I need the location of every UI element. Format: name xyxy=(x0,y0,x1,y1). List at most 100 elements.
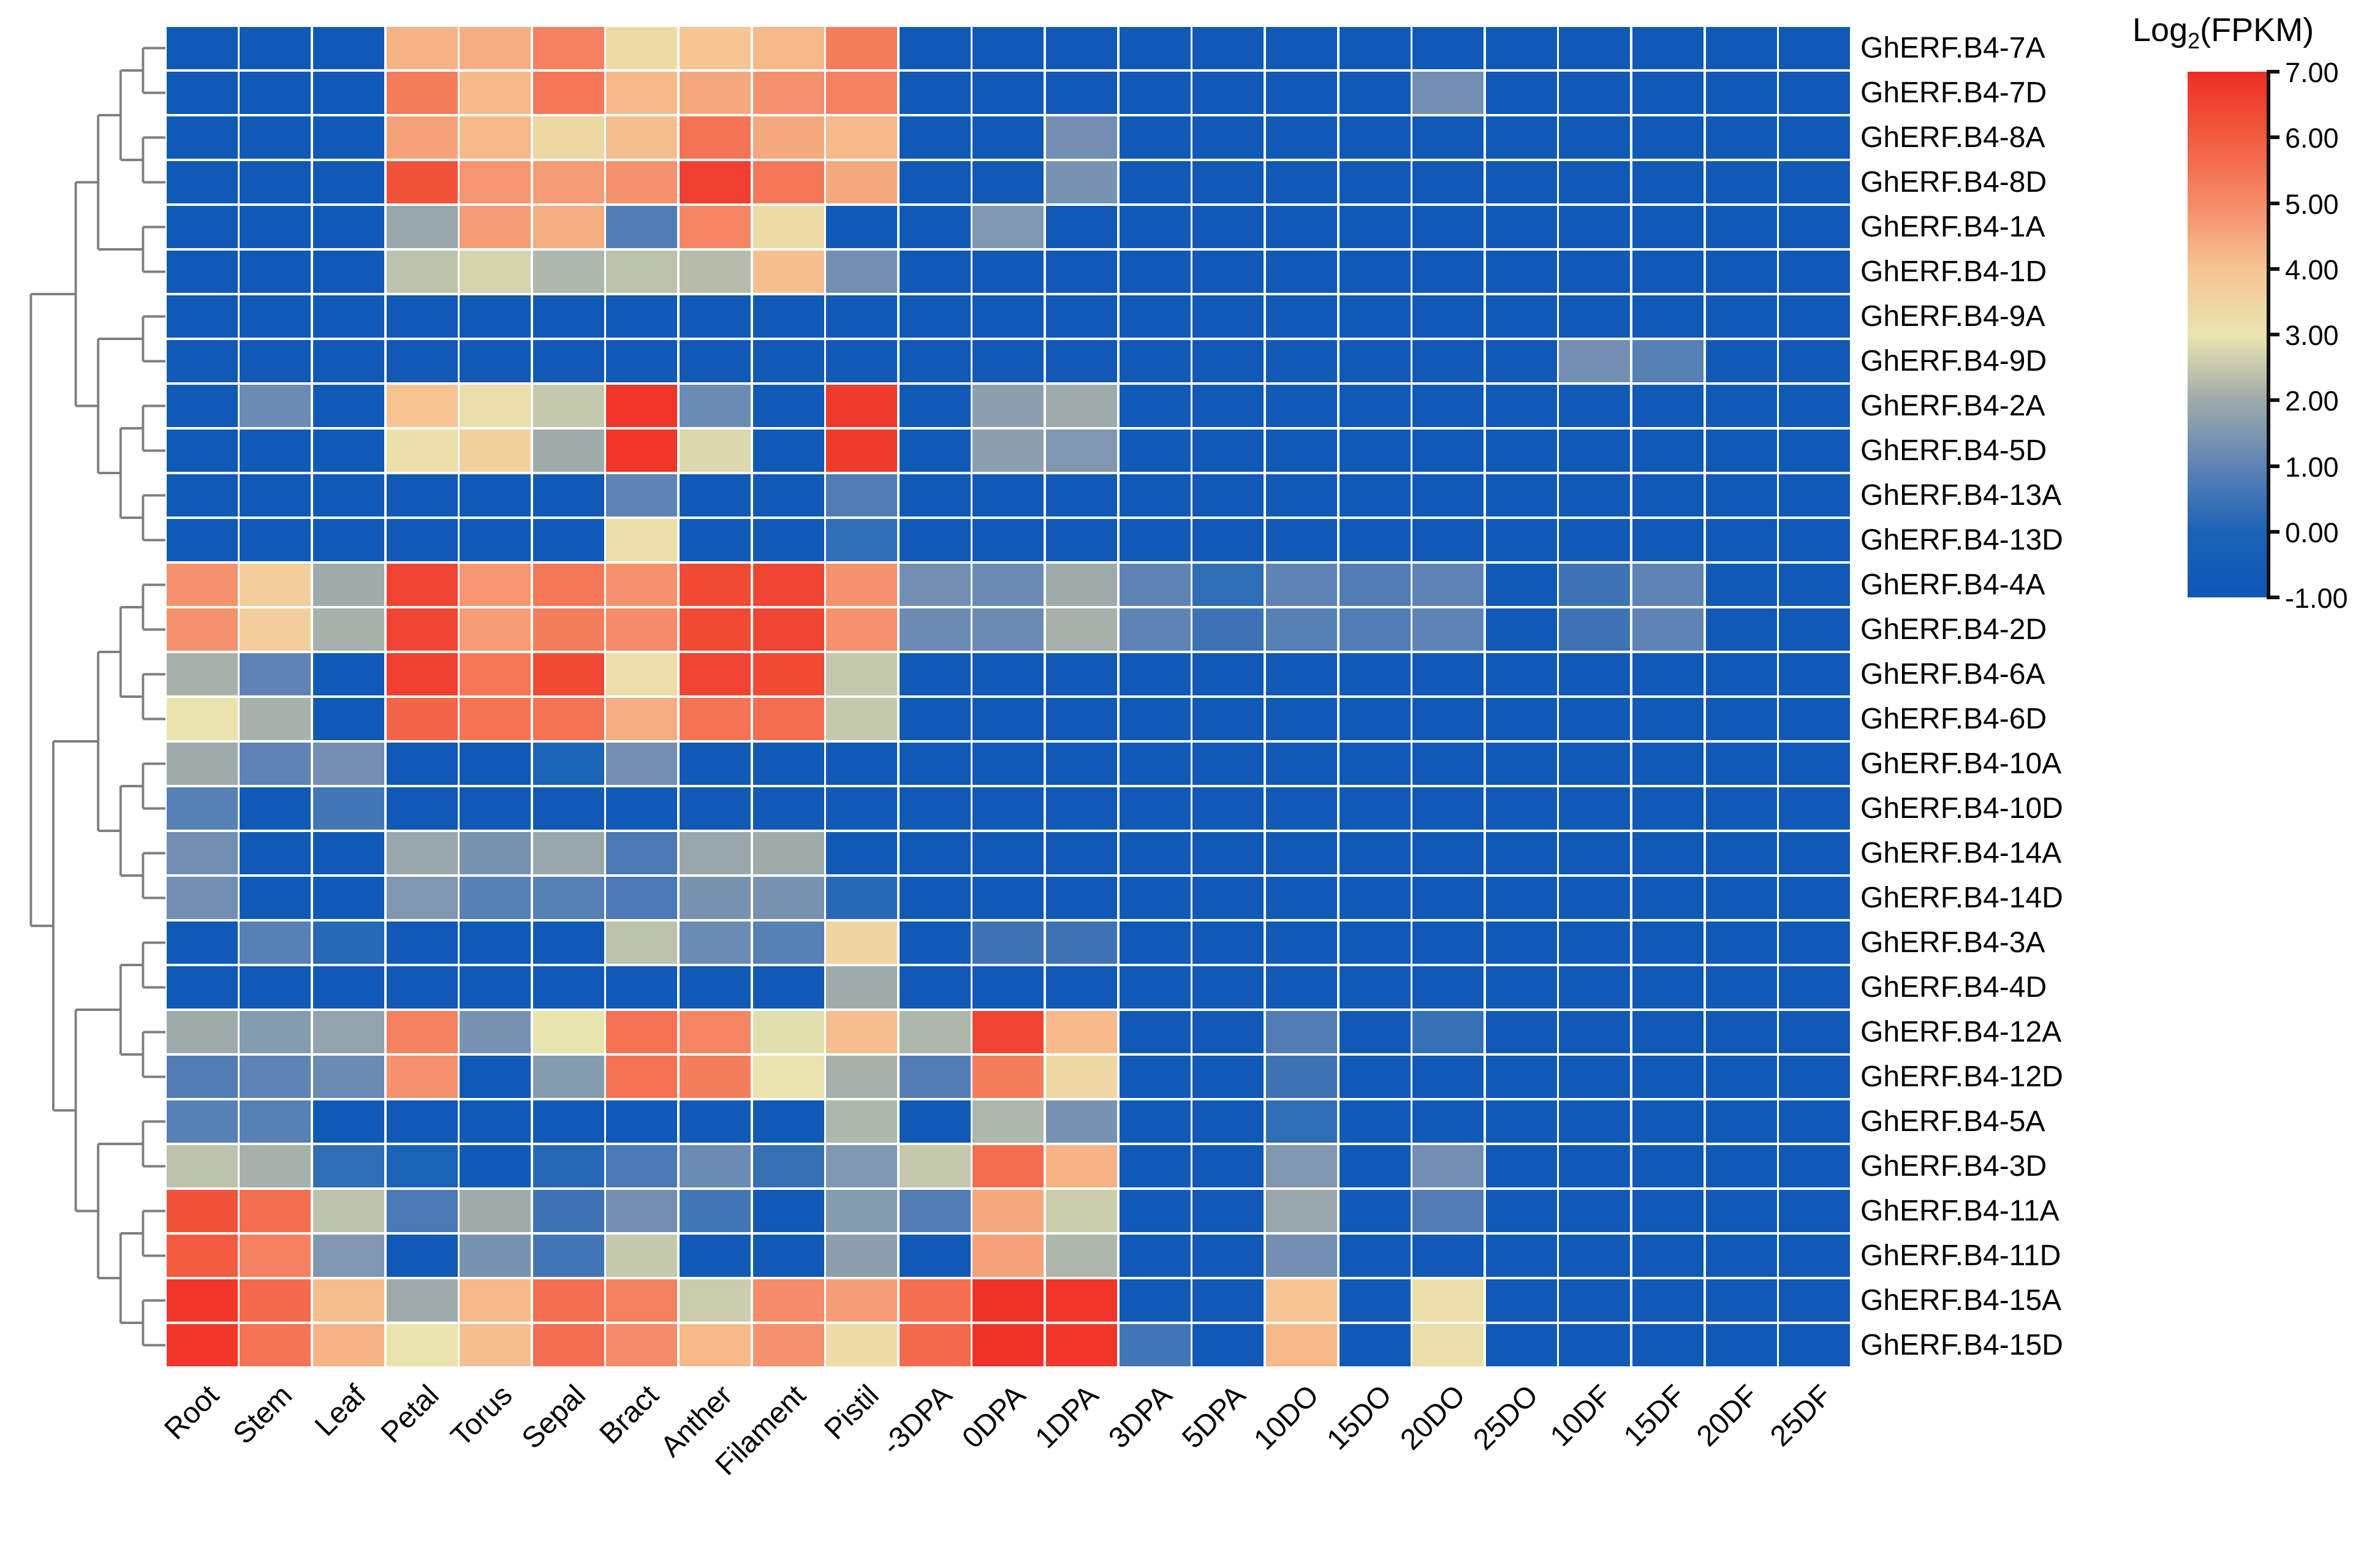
row-label: GhERF.B4-8A xyxy=(1860,121,2045,154)
heatmap-cell xyxy=(1192,697,1264,741)
heatmap-cell xyxy=(972,1010,1044,1054)
heatmap-cell xyxy=(240,1100,311,1143)
heatmap-cell xyxy=(826,653,898,696)
heatmap-cell xyxy=(1632,161,1704,204)
heatmap-cell xyxy=(1265,1010,1337,1054)
column-label: 15DO xyxy=(1321,1379,1398,1456)
heatmap-cell xyxy=(1559,161,1631,204)
heatmap-cell xyxy=(386,653,458,696)
heatmap-cell xyxy=(752,1323,824,1367)
heatmap-cell xyxy=(1192,742,1264,785)
heatmap-cell xyxy=(460,921,531,964)
heatmap-cell xyxy=(166,161,238,204)
heatmap-cell xyxy=(1632,563,1704,607)
heatmap-cell xyxy=(1632,250,1704,293)
heatmap-cell xyxy=(1339,653,1411,696)
heatmap-cell xyxy=(1119,205,1191,249)
heatmap-cell xyxy=(313,71,385,115)
heatmap-cell xyxy=(752,26,824,70)
heatmap-cell xyxy=(1192,116,1264,159)
heatmap-cell xyxy=(1705,608,1777,651)
heatmap-cell xyxy=(1412,518,1484,562)
heatmap-cell xyxy=(1485,250,1557,293)
heatmap-cell xyxy=(532,787,604,830)
heatmap-cell xyxy=(680,563,751,607)
heatmap-cell xyxy=(1485,1145,1557,1188)
heatmap-cell xyxy=(826,518,898,562)
heatmap-cell xyxy=(1119,697,1191,741)
heatmap-cell xyxy=(1559,742,1631,785)
heatmap-cell xyxy=(460,429,531,472)
legend-tick-mark xyxy=(2267,333,2280,336)
heatmap-cell xyxy=(1632,608,1704,651)
heatmap-cell xyxy=(386,26,458,70)
heatmap-cell xyxy=(752,161,824,204)
heatmap-cell xyxy=(826,429,898,472)
heatmap-cell xyxy=(1412,429,1484,472)
heatmap-cell xyxy=(680,1279,751,1322)
heatmap-cell xyxy=(1779,1279,1851,1322)
heatmap-cell xyxy=(1412,787,1484,830)
heatmap-cell xyxy=(1485,742,1557,785)
heatmap-cell xyxy=(240,71,311,115)
heatmap-cell xyxy=(240,1010,311,1054)
heatmap-cell xyxy=(1559,966,1631,1009)
heatmap-cell xyxy=(1119,250,1191,293)
heatmap-cell xyxy=(240,384,311,428)
heatmap-cell xyxy=(313,608,385,651)
heatmap-cell xyxy=(1559,787,1631,830)
heatmap-cell xyxy=(313,697,385,741)
heatmap-cell xyxy=(972,1234,1044,1277)
heatmap-cell xyxy=(1632,26,1704,70)
heatmap-cell xyxy=(1559,518,1631,562)
heatmap-cell xyxy=(899,250,971,293)
heatmap-cell xyxy=(1339,1189,1411,1233)
heatmap-cell xyxy=(532,1279,604,1322)
heatmap-cell xyxy=(532,1055,604,1099)
row-label: GhERF.B4-7A xyxy=(1860,31,2045,64)
heatmap-cell xyxy=(1705,161,1777,204)
heatmap-cell xyxy=(313,1279,385,1322)
heatmap-cell xyxy=(1485,921,1557,964)
heatmap-cell xyxy=(1192,71,1264,115)
heatmap-cell xyxy=(899,921,971,964)
heatmap-cell xyxy=(606,653,678,696)
heatmap-cell xyxy=(1485,295,1557,338)
heatmap-cell xyxy=(1339,1323,1411,1367)
heatmap-cell xyxy=(1485,1100,1557,1143)
heatmap-cell xyxy=(1119,921,1191,964)
heatmap-cell xyxy=(972,429,1044,472)
heatmap-cell xyxy=(752,787,824,830)
heatmap-cell xyxy=(972,1145,1044,1188)
heatmap-cell xyxy=(386,429,458,472)
heatmap-cell xyxy=(240,116,311,159)
heatmap-cell xyxy=(1485,205,1557,249)
heatmap-cell xyxy=(1046,1010,1118,1054)
heatmap-cell xyxy=(460,563,531,607)
heatmap-cell xyxy=(1632,1010,1704,1054)
heatmap-cell xyxy=(606,161,678,204)
heatmap-cell xyxy=(1192,1010,1264,1054)
heatmap-cell xyxy=(1779,1055,1851,1099)
heatmap-cell xyxy=(1485,1279,1557,1322)
heatmap-cell xyxy=(606,1279,678,1322)
heatmap-cell xyxy=(972,71,1044,115)
heatmap-cell xyxy=(166,116,238,159)
heatmap-cell xyxy=(1339,1100,1411,1143)
heatmap-cell xyxy=(1705,250,1777,293)
row-label: GhERF.B4-9D xyxy=(1860,344,2047,377)
heatmap-cell xyxy=(1265,921,1337,964)
column-label: Stem xyxy=(227,1379,299,1451)
heatmap-cell xyxy=(1412,563,1484,607)
heatmap-cell xyxy=(1046,563,1118,607)
heatmap-cell xyxy=(1632,742,1704,785)
heatmap-cell xyxy=(680,205,751,249)
heatmap-cell xyxy=(460,71,531,115)
heatmap-cell xyxy=(752,1100,824,1143)
heatmap-cell xyxy=(1046,1145,1118,1188)
heatmap-cell xyxy=(680,295,751,338)
heatmap-cell xyxy=(1339,608,1411,651)
heatmap-cell xyxy=(1485,518,1557,562)
heatmap-cell xyxy=(1412,831,1484,875)
heatmap-cell xyxy=(532,71,604,115)
